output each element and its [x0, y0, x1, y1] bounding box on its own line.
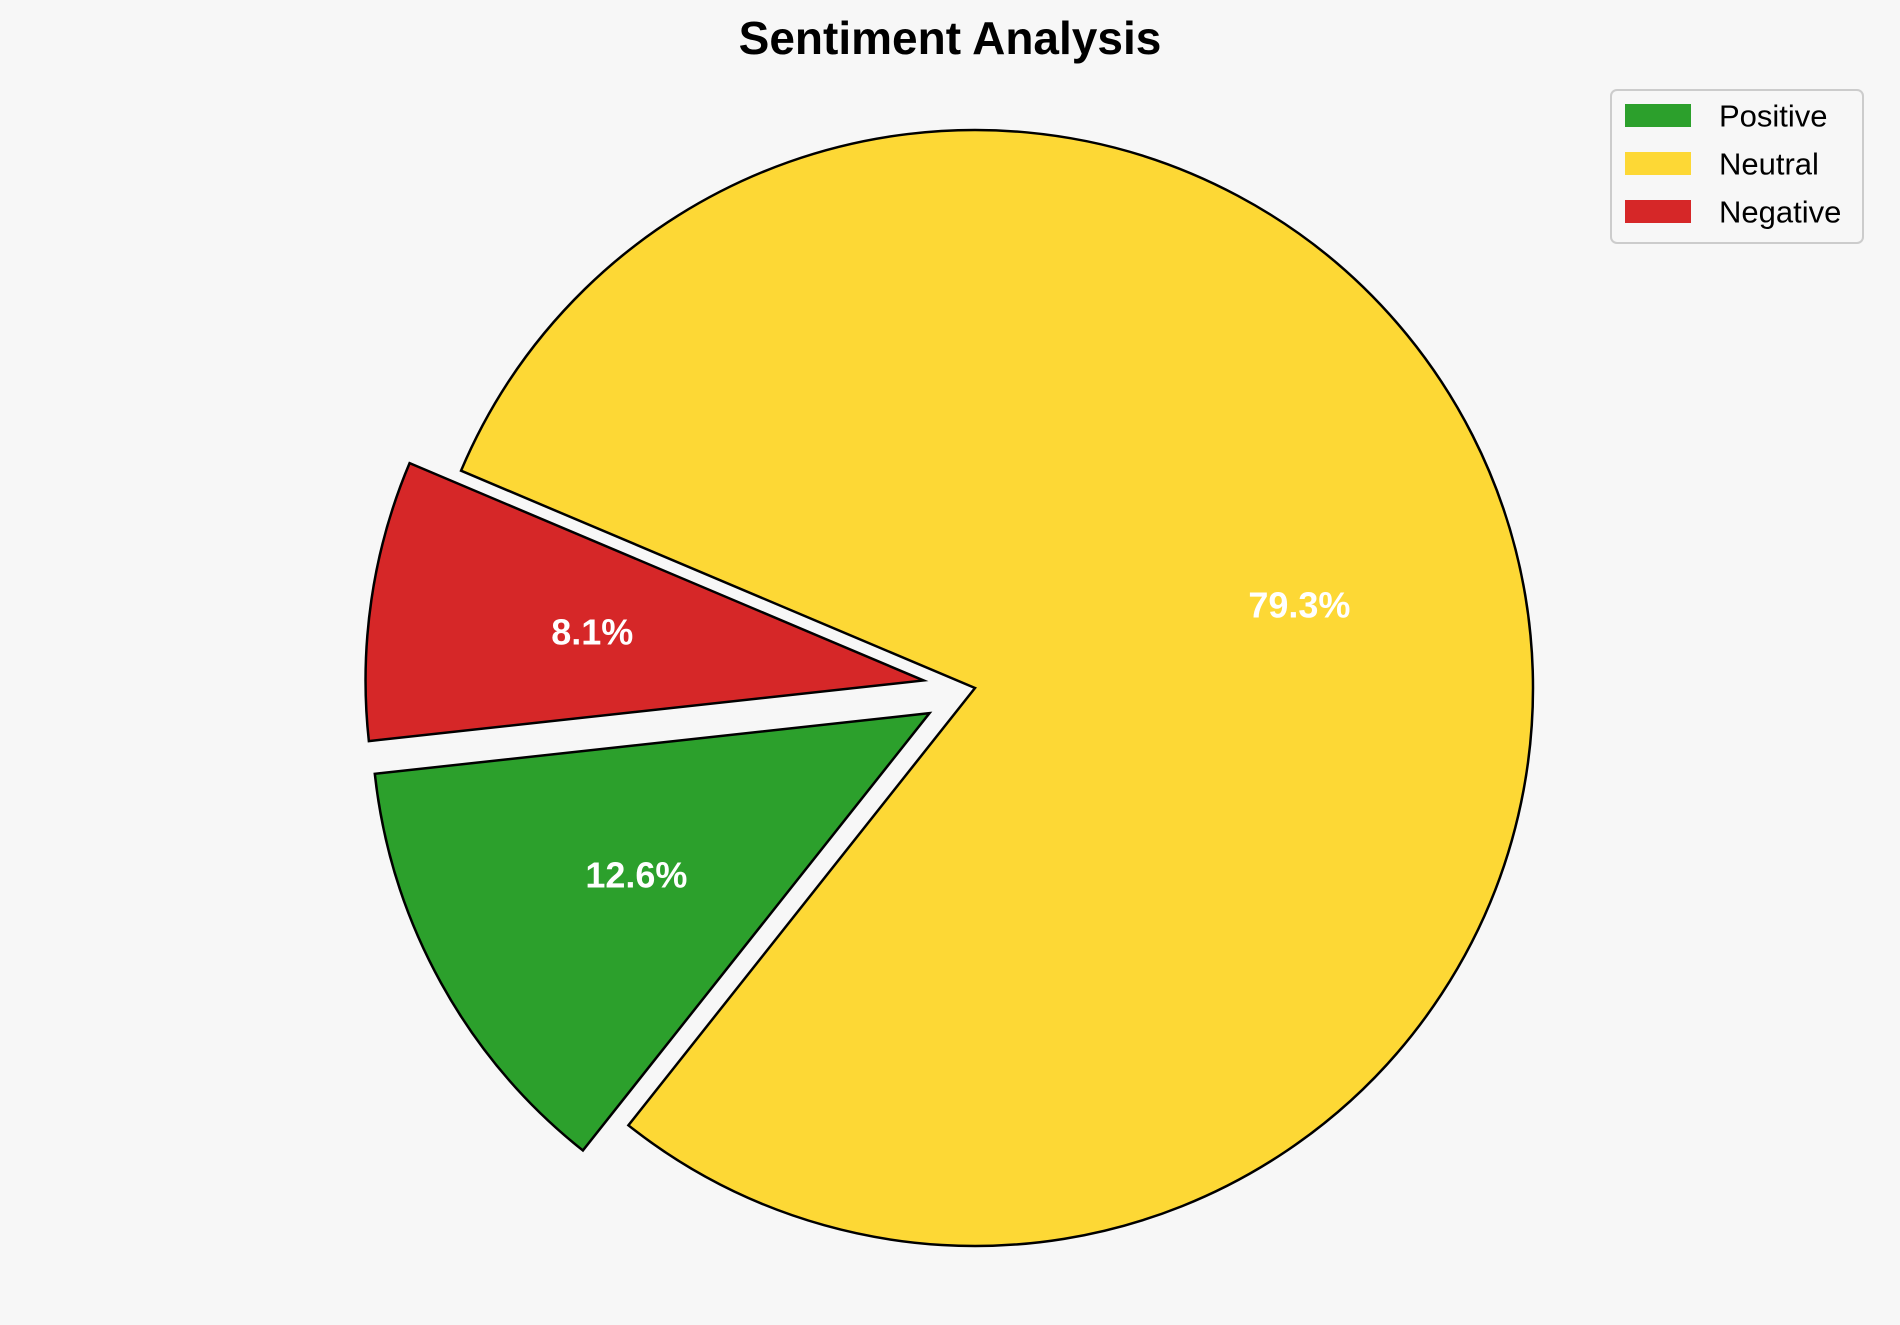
slice-label-neutral: 79.3% — [1248, 585, 1350, 626]
pie-slice-negative — [364, 461, 929, 743]
pie-slice-neutral — [459, 128, 1535, 1248]
pie-value-labels: 12.6% 79.3% 8.1% — [551, 585, 1350, 896]
legend-swatch-positive — [1625, 104, 1691, 127]
legend-label-negative: Negative — [1719, 195, 1841, 230]
legend-swatch-neutral — [1625, 152, 1691, 175]
slice-label-negative: 8.1% — [551, 611, 633, 652]
legend-label-neutral: Neutral — [1719, 147, 1819, 182]
chart-title: Sentiment Analysis — [739, 12, 1162, 64]
legend: Positive Neutral Negative — [1610, 89, 1864, 244]
pie-slices — [364, 128, 1535, 1248]
pie-slice-positive — [373, 711, 933, 1153]
legend-label-positive: Positive — [1719, 99, 1828, 134]
legend-swatch-negative — [1625, 200, 1691, 223]
slice-label-positive: 12.6% — [585, 855, 687, 896]
